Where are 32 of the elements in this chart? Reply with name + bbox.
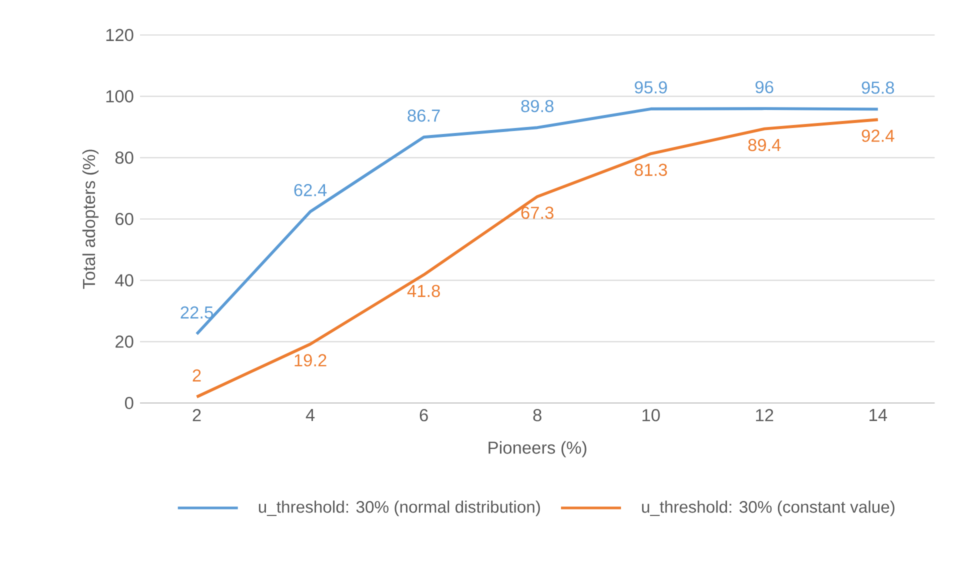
- y-axis-title: Total adopters (%): [82, 150, 99, 289]
- y-tick-label: 0: [124, 396, 134, 410]
- data-label: 95.9: [634, 81, 667, 94]
- x-tick-label: 10: [642, 409, 660, 422]
- y-tick-label: 120: [106, 28, 134, 42]
- x-tick-label: 12: [756, 409, 774, 422]
- y-tick-label: 60: [116, 212, 134, 226]
- x-tick-label: 14: [870, 409, 888, 421]
- data-label: 96: [756, 80, 774, 94]
- x-tick-label: 2: [192, 409, 201, 422]
- data-label: 67.3: [521, 206, 554, 219]
- x-axis-title: Pioneers (%): [488, 441, 586, 458]
- x-tick-label: 6: [420, 409, 428, 422]
- data-label: 22.5: [180, 306, 213, 319]
- y-tick-label: 100: [106, 90, 134, 102]
- x-tick-label: 4: [306, 409, 315, 421]
- data-label: 89.8: [521, 100, 554, 112]
- y-tick-label: 40: [115, 274, 134, 286]
- data-label: 62.4: [294, 184, 327, 196]
- data-label: 2: [192, 369, 201, 382]
- legend-label: u_threshold: 30% (constant value): [642, 500, 894, 516]
- data-label: 95.8: [862, 82, 894, 94]
- data-label: 92.4: [862, 130, 894, 142]
- x-tick-label: 8: [533, 409, 542, 422]
- data-label: 81.3: [634, 164, 667, 176]
- data-label: 89.4: [748, 138, 781, 152]
- y-tick-label: 80: [115, 152, 134, 164]
- data-label: 19.2: [294, 354, 326, 366]
- legend-label: u_threshold: 30% (normal distribution): [258, 500, 540, 516]
- y-tick-label: 20: [116, 336, 134, 348]
- data-label: 41.8: [407, 284, 440, 298]
- data-label: 86.7: [408, 109, 440, 122]
